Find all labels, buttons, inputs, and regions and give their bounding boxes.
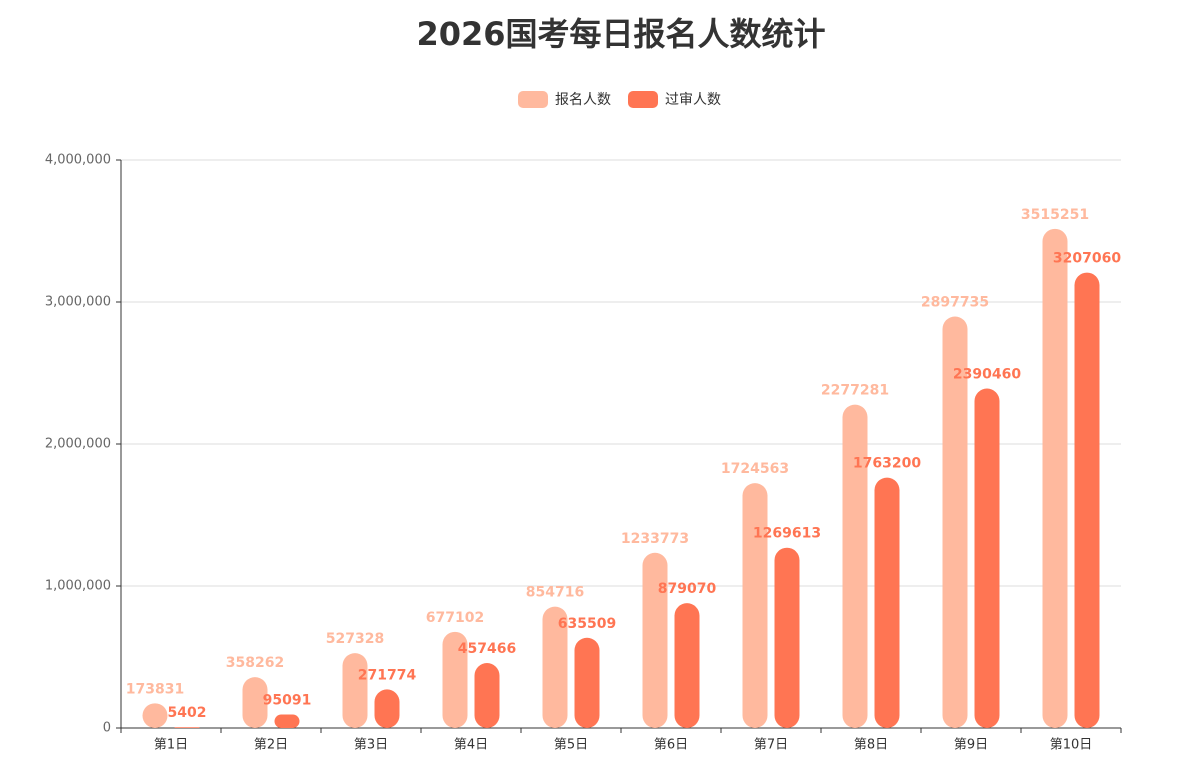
- data-label: 5402: [168, 705, 207, 721]
- bar: [842, 404, 868, 728]
- x-tick-label: 第2日: [254, 738, 288, 753]
- bar: [342, 653, 368, 728]
- x-tick-label: 第8日: [854, 738, 888, 753]
- data-label: 95091: [263, 692, 312, 708]
- x-tick-label: 第10日: [1050, 738, 1093, 753]
- bar: [142, 703, 168, 728]
- data-label: 457466: [458, 641, 516, 657]
- x-tick-label: 第4日: [454, 738, 488, 753]
- bar: [1042, 228, 1068, 728]
- data-label: 1724563: [721, 461, 789, 477]
- legend-swatch: [628, 91, 658, 108]
- legend-label: 报名人数: [555, 92, 611, 108]
- bar: [174, 727, 200, 728]
- bar: [542, 606, 568, 728]
- data-label: 271774: [358, 667, 417, 683]
- data-label: 2277281: [821, 383, 889, 399]
- data-label: 1269613: [753, 526, 821, 542]
- y-tick-label: 3,000,000: [45, 295, 111, 310]
- data-label: 677102: [426, 610, 484, 626]
- bar: [674, 603, 700, 728]
- y-tick-label: 2,000,000: [45, 437, 111, 452]
- x-tick-label: 第7日: [754, 738, 788, 753]
- bar: [242, 677, 268, 728]
- x-tick-label: 第3日: [354, 738, 388, 753]
- bar: [474, 663, 500, 728]
- bar: [974, 388, 1000, 728]
- y-tick-label: 4,000,000: [45, 153, 111, 168]
- data-label: 879070: [658, 581, 717, 597]
- legend-swatch: [518, 91, 548, 108]
- data-label: 527328: [326, 631, 384, 647]
- bar: [874, 477, 900, 728]
- data-label: 1763200: [853, 456, 921, 472]
- x-tick-label: 第9日: [954, 738, 988, 753]
- y-tick-label: 1,000,000: [45, 579, 111, 594]
- data-label: 358262: [226, 655, 284, 671]
- bar: [942, 316, 968, 728]
- data-label: 635509: [558, 616, 616, 632]
- data-label: 2897735: [921, 295, 989, 311]
- x-tick-label: 第5日: [554, 738, 588, 753]
- bar: [442, 631, 468, 728]
- bar: [642, 552, 668, 728]
- data-label: 3207060: [1053, 251, 1121, 267]
- x-tick-label: 第1日: [154, 738, 188, 753]
- data-label: 173831: [126, 681, 184, 697]
- data-label: 2390460: [953, 367, 1021, 383]
- bar: [374, 689, 400, 728]
- data-label: 854716: [526, 585, 584, 601]
- y-tick-label: 0: [103, 721, 111, 736]
- bar: [774, 547, 800, 728]
- bar: [1074, 272, 1100, 728]
- bar: [274, 714, 300, 728]
- data-label: 1233773: [621, 531, 689, 547]
- chart-title: 2026国考每日报名人数统计: [416, 15, 825, 53]
- legend-label: 过审人数: [665, 92, 721, 108]
- x-tick-label: 第6日: [654, 738, 688, 753]
- bar: [574, 637, 600, 728]
- bar: [742, 483, 768, 728]
- data-label: 3515251: [1021, 207, 1089, 223]
